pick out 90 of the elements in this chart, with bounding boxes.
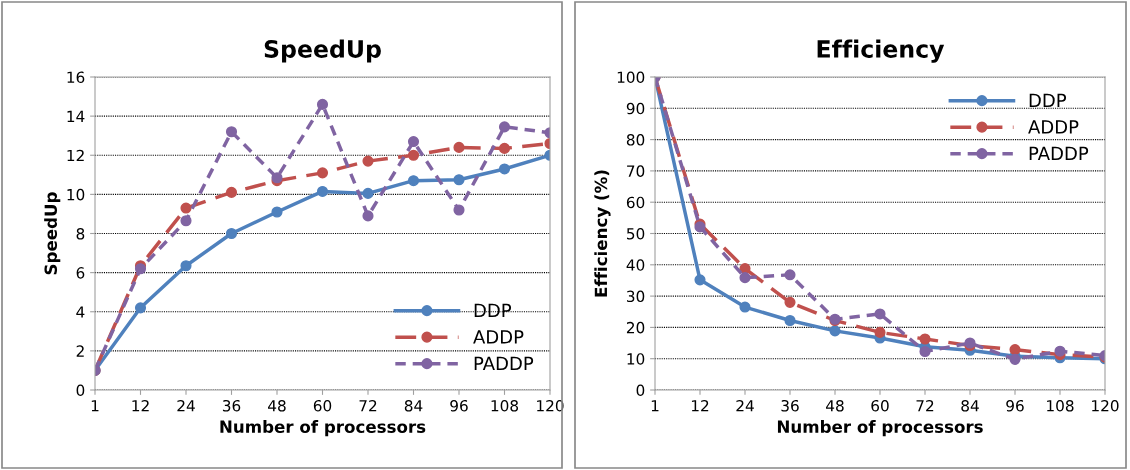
x-tick-label: 72 bbox=[359, 399, 377, 412]
point bbox=[407, 136, 420, 148]
chart-title: SpeedUp bbox=[264, 39, 381, 63]
point bbox=[784, 314, 796, 327]
x-tick-label: 24 bbox=[177, 399, 195, 412]
legend-label: PADDP bbox=[1029, 146, 1089, 160]
point bbox=[407, 175, 420, 187]
legend-label: DDP bbox=[1029, 93, 1067, 107]
x-tick-label: 1 bbox=[651, 400, 659, 412]
point bbox=[316, 185, 329, 197]
legend-label: ADDP bbox=[473, 330, 524, 344]
y-tick-label: 0 bbox=[636, 384, 645, 397]
x-tick-label: 12 bbox=[132, 399, 149, 412]
y-tick-label: 70 bbox=[627, 165, 645, 177]
chart-title: Efficiency bbox=[817, 39, 945, 63]
x-tick-label: 48 bbox=[268, 399, 286, 412]
y-tick-label: 0 bbox=[76, 384, 85, 397]
point bbox=[316, 98, 329, 110]
y-tick-label: 16 bbox=[67, 71, 85, 84]
point bbox=[739, 272, 751, 284]
y-tick-label: 10 bbox=[67, 188, 85, 201]
point bbox=[1054, 345, 1066, 357]
y-tick-label: 50 bbox=[627, 227, 645, 240]
x-tick-label: 12 bbox=[691, 399, 709, 412]
y-axis-title: Efficiency (%) bbox=[594, 170, 611, 297]
x-tick-label: 108 bbox=[491, 399, 519, 412]
x-tick-label: 120 bbox=[1092, 399, 1119, 412]
x-tick-label: 1 bbox=[91, 400, 99, 412]
x-tick-label: 84 bbox=[961, 399, 979, 412]
point bbox=[498, 163, 511, 175]
point bbox=[362, 187, 374, 199]
x-tick-label: 96 bbox=[1006, 399, 1024, 412]
point bbox=[874, 326, 886, 338]
point bbox=[271, 206, 283, 218]
point bbox=[180, 202, 192, 214]
y-tick-label: 2 bbox=[76, 345, 84, 357]
point bbox=[874, 308, 886, 320]
x-tick-label: 96 bbox=[450, 399, 468, 412]
y-tick-label: 14 bbox=[67, 110, 85, 122]
point bbox=[498, 121, 511, 133]
y-axis-title: SpeedUp bbox=[44, 192, 61, 275]
point bbox=[453, 141, 465, 153]
y-tick-label: 40 bbox=[626, 259, 645, 271]
y-tick-label: 60 bbox=[626, 196, 645, 209]
point bbox=[225, 126, 238, 138]
x-tick-label: 36 bbox=[222, 399, 241, 412]
point bbox=[134, 302, 147, 314]
x-tick-label: 120 bbox=[537, 399, 564, 412]
point bbox=[919, 345, 931, 358]
point bbox=[919, 333, 931, 345]
point bbox=[498, 142, 511, 154]
point bbox=[784, 296, 796, 308]
point bbox=[362, 210, 374, 222]
y-tick-label: 4 bbox=[76, 306, 85, 318]
x-tick-label: 60 bbox=[871, 399, 889, 412]
x-tick-label: 24 bbox=[736, 399, 754, 412]
x-tick-label: 84 bbox=[404, 399, 423, 412]
y-tick-label: 90 bbox=[626, 102, 645, 115]
point bbox=[1009, 344, 1021, 356]
x-tick-label: 72 bbox=[916, 399, 934, 412]
y-tick-label: 10 bbox=[627, 353, 645, 365]
legend-label: ADDP bbox=[1028, 120, 1079, 134]
y-tick-label: 100 bbox=[617, 71, 645, 84]
y-tick-label: 30 bbox=[627, 290, 645, 303]
legend-label: PADDP bbox=[474, 356, 534, 370]
x-tick-label: 60 bbox=[313, 399, 332, 412]
y-tick-label: 6 bbox=[76, 267, 85, 279]
x-tick-label: 36 bbox=[781, 399, 799, 412]
point bbox=[180, 215, 192, 227]
point bbox=[829, 325, 841, 337]
point bbox=[739, 301, 751, 313]
y-tick-label: 80 bbox=[626, 134, 645, 146]
legend-label: DDP bbox=[474, 303, 512, 317]
y-tick-label: 20 bbox=[626, 321, 645, 334]
point bbox=[784, 269, 796, 281]
y-tick-label: 8 bbox=[76, 227, 85, 240]
x-axis-title: Number of processors bbox=[220, 420, 426, 437]
point bbox=[316, 167, 329, 179]
point bbox=[407, 149, 420, 161]
point bbox=[453, 204, 465, 216]
point bbox=[225, 186, 238, 198]
point bbox=[225, 227, 238, 240]
y-tick-label: 12 bbox=[67, 149, 84, 162]
x-tick-label: 108 bbox=[1047, 399, 1074, 412]
x-axis-title: Number of processors bbox=[777, 420, 983, 437]
x-tick-label: 48 bbox=[826, 399, 844, 412]
point bbox=[362, 155, 374, 167]
point bbox=[694, 274, 706, 286]
point bbox=[180, 260, 192, 272]
point bbox=[453, 174, 465, 186]
